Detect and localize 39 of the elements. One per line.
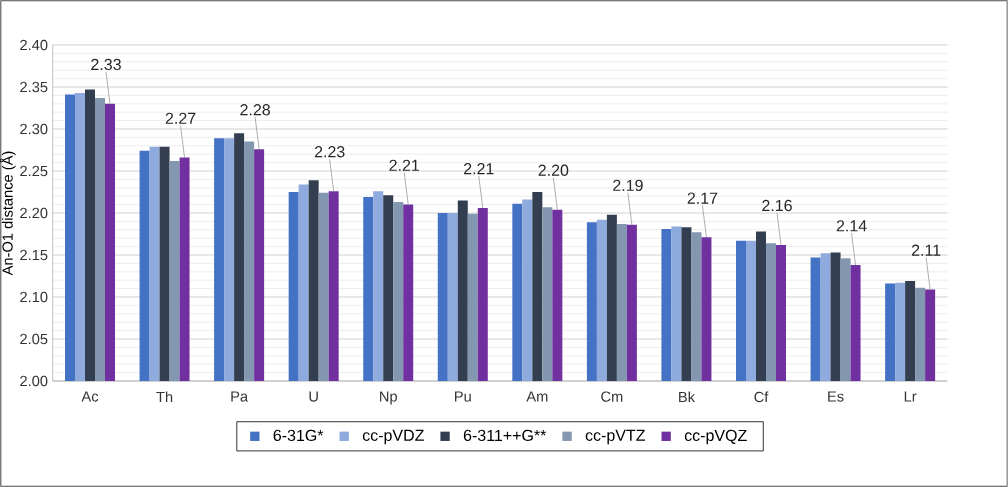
y-tick-label: 2.40 <box>20 39 48 51</box>
legend-label: cc-pVQZ <box>684 429 747 445</box>
data-label: 2.17 <box>687 192 718 204</box>
x-tick-label: Cf <box>754 391 769 403</box>
y-axis-title: An-O1 distance (Å) <box>0 151 16 276</box>
legend-label: 6-31G* <box>273 429 324 442</box>
data-label: 2.14 <box>836 220 867 232</box>
data-label: 2.21 <box>464 163 494 175</box>
data-label: 2.19 <box>613 179 643 192</box>
legend-label: 6-311++G** <box>463 429 547 442</box>
x-tick-label: U <box>309 391 318 402</box>
data-label: 2.33 <box>91 58 121 71</box>
y-tick-label: 2.35 <box>20 81 48 93</box>
x-tick-label: Pu <box>455 391 471 402</box>
y-tick-label: 2.30 <box>20 123 48 135</box>
data-label: 2.21 <box>389 159 420 171</box>
data-label: 2.16 <box>762 199 792 212</box>
data-label: 2.23 <box>314 146 345 158</box>
x-tick-label: Bk <box>679 391 696 403</box>
x-tick-label: Np <box>380 391 397 405</box>
x-tick-label: Cm <box>601 391 623 402</box>
x-tick-label: Th <box>156 391 173 403</box>
y-tick-label: 2.00 <box>20 375 48 387</box>
legend-label: cc-pVDZ <box>362 429 424 445</box>
x-tick-label: Ac <box>81 391 99 402</box>
y-tick-label: 2.15 <box>20 249 48 261</box>
y-tick-label: 2.05 <box>20 333 48 345</box>
data-label: 2.27 <box>165 112 196 124</box>
y-tick-label: 2.10 <box>20 291 48 303</box>
y-tick-label: 2.25 <box>20 165 48 177</box>
data-label: 2.20 <box>538 164 569 176</box>
data-label: 2.11 <box>911 244 941 256</box>
x-tick-label: Lr <box>904 391 917 402</box>
legend-label: cc-pVTZ <box>585 429 645 445</box>
x-tick-label: Am <box>526 391 548 402</box>
y-tick-label: 2.20 <box>20 207 48 219</box>
x-tick-label: Pa <box>231 391 249 402</box>
data-label: 2.28 <box>240 104 270 116</box>
x-tick-label: Es <box>828 391 844 402</box>
